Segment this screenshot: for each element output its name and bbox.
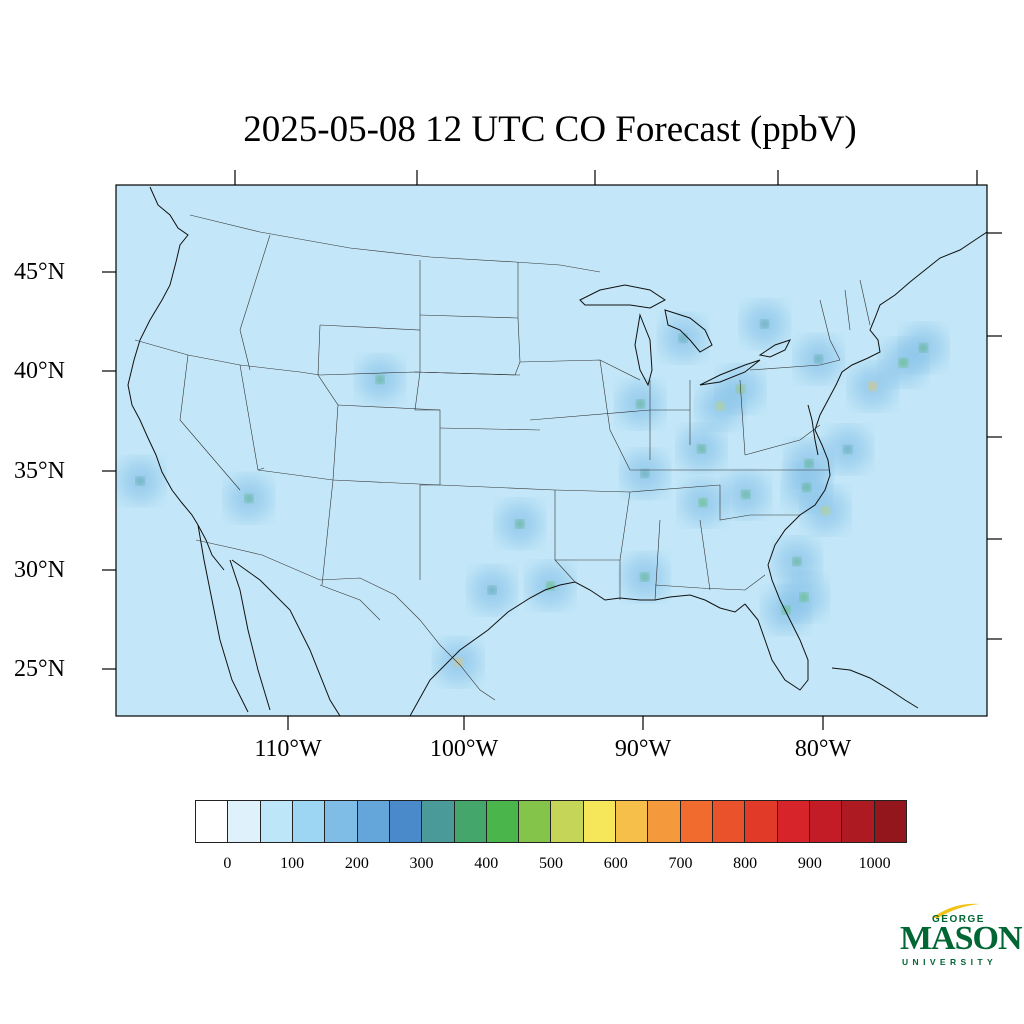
hotspot-charlotte — [805, 459, 814, 468]
hotspot-denver — [376, 375, 385, 384]
colorbar-tick-label: 0 — [223, 855, 232, 872]
colorbar-bin — [260, 801, 293, 842]
lon-label-110w: 110°W — [254, 736, 322, 762]
hotspot-birmingham — [698, 498, 707, 507]
lon-label-90w: 90°W — [614, 736, 672, 762]
colorbar-bin — [648, 801, 681, 842]
colorbar-bin — [389, 801, 423, 842]
hotspot-nashville — [697, 444, 706, 453]
hotspot-monterrey — [454, 658, 463, 667]
lon-label-100w: 100°W — [429, 736, 499, 762]
axis-ticks — [102, 170, 1002, 730]
gmu-logo: GEORGE MASON UNIVERSITY — [898, 900, 1023, 970]
colorbar-bin — [422, 801, 455, 842]
coastline-outline — [127, 186, 987, 716]
hotspot-memphis — [640, 469, 649, 478]
hotspot-philadelphia — [899, 358, 908, 367]
colorbar-tick-label: 800 — [733, 855, 758, 872]
hotspot-washington — [868, 382, 877, 391]
lat-label-35: 35°N — [14, 458, 65, 484]
hotspot-phoenix — [244, 494, 253, 503]
hotspot-dallas — [515, 519, 524, 528]
colorbar-bin — [745, 801, 778, 842]
co-hotspot-layer — [136, 320, 928, 667]
hotspot-atlanta — [741, 490, 750, 499]
colorbar-tick-label: 500 — [539, 855, 563, 872]
lat-label-40: 40°N — [14, 358, 65, 384]
colorbar-bin — [777, 801, 810, 842]
colorbar — [195, 800, 907, 843]
hotspot-new-york — [919, 343, 928, 352]
colorbar-tick-label: 100 — [280, 855, 305, 872]
colorbar-bin — [292, 801, 326, 842]
lat-label-45: 45°N — [14, 259, 65, 285]
hotspot-orlando — [799, 593, 808, 602]
hotspot-chicago — [679, 334, 688, 343]
colorbar-bin — [325, 801, 358, 842]
colorbar-bin — [454, 801, 487, 842]
logo-mason-text: MASON — [900, 920, 1023, 957]
hotspot-san-antonio — [488, 586, 497, 595]
lat-label-30: 30°N — [14, 557, 65, 583]
logo-george-text: GEORGE — [932, 914, 985, 925]
colorbar-bin — [809, 801, 843, 842]
colorbar-bin — [713, 801, 746, 842]
colorbar-bin — [874, 801, 906, 842]
hotspot-columbia — [802, 483, 811, 492]
hotspot-louisville — [715, 402, 724, 411]
colorbar-tick-label: 300 — [409, 855, 434, 872]
hotspot-raleigh — [843, 445, 852, 454]
colorbar-tick-label: 900 — [797, 855, 822, 872]
colorbar-bin — [519, 801, 552, 842]
logo-university-text: UNIVERSITY — [902, 957, 998, 967]
colorbar-bin — [486, 801, 520, 842]
colorbar-tick-label: 600 — [603, 855, 628, 872]
colorbar-bin — [680, 801, 713, 842]
lon-label-80w: 80°W — [794, 736, 852, 762]
hotspot-new-orleans — [640, 573, 649, 582]
state-boundaries — [134, 214, 871, 701]
colorbar-bin — [228, 801, 261, 842]
lat-label-25: 25°N — [14, 656, 65, 682]
hotspot-st-louis — [636, 400, 645, 409]
hotspot-pittsburgh — [814, 355, 823, 364]
map-title: 2025-05-08 12 UTC CO Forecast (ppbV) — [243, 109, 857, 150]
colorbar-tick-label: 200 — [344, 855, 369, 872]
hotspot-detroit — [760, 320, 769, 329]
colorbar-tick-label: 400 — [474, 855, 499, 872]
colorbar-bin — [842, 801, 875, 842]
colorbar-bin — [616, 801, 649, 842]
colorbar-bin — [551, 801, 584, 842]
colorbar-tick-label: 1000 — [858, 855, 891, 872]
colorbar-tick-label: 700 — [668, 855, 693, 872]
hotspot-charleston — [821, 506, 830, 515]
colorbar-bin — [357, 801, 390, 842]
hotspot-jacksonville — [792, 557, 801, 566]
logo-swoosh-icon — [932, 903, 980, 918]
hotspot-los-angeles — [136, 476, 145, 485]
colorbar-bin — [583, 801, 617, 842]
colorbar-bin — [196, 801, 229, 842]
